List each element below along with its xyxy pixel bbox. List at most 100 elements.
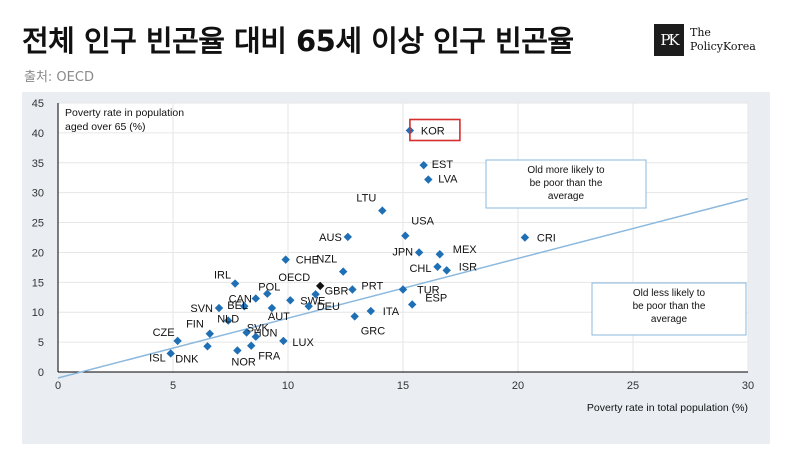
data-point-can: [251, 294, 260, 303]
scatter-chart: 0 5 10 15 20 25 30 35 40 45 0 5 10 15 20 25 30 Poverty ra…: [32, 98, 754, 414]
data-point-grc: [350, 312, 359, 321]
annotation-text-upper: average: [548, 191, 585, 202]
data-point-ita: [366, 306, 375, 316]
point-label-grc: GRC: [361, 325, 386, 337]
annotation-text-upper: Old more likely to: [527, 165, 605, 176]
point-label-esp: ESP: [425, 292, 447, 304]
x-tick-label: 5: [170, 380, 176, 392]
page-title: 전체 인구 빈곤율 대비 65세 이상 인구 빈곤율: [22, 24, 574, 58]
y-tick-label: 35: [32, 158, 44, 170]
point-label-svk: SVK: [247, 323, 270, 335]
data-point-aut: [267, 303, 277, 313]
data-point-ltu: [378, 206, 387, 215]
publisher-logo: PK The PolicyKorea: [654, 24, 756, 56]
y-tick-label: 15: [32, 277, 44, 289]
point-label-che: CHE: [296, 255, 319, 267]
data-point-isl: [166, 349, 175, 358]
point-label-can: CAN: [229, 293, 252, 305]
data-point-esp: [408, 300, 417, 309]
data-point-est: [419, 160, 428, 170]
source-note: 출처: OECD: [24, 70, 94, 85]
x-tick-label: 25: [627, 380, 639, 392]
point-label-bel: BEL: [227, 300, 248, 312]
y-tick-label: 20: [32, 247, 44, 259]
point-label-ltu: LTU: [356, 193, 376, 205]
y-tick-label: 40: [32, 128, 44, 140]
data-point-irl: [230, 279, 240, 288]
point-label-fin: FIN: [186, 319, 204, 331]
data-point-fin: [205, 329, 214, 338]
point-label-aus: AUS: [319, 232, 342, 244]
data-point-dnk: [203, 342, 212, 351]
point-label-pol: POL: [258, 282, 280, 294]
annotation-box-upper: [485, 159, 647, 209]
data-point-lva: [424, 175, 433, 184]
point-label-prt: PRT: [361, 281, 383, 293]
y-tick-label: 5: [38, 337, 44, 349]
point-label-aut: AUT: [268, 311, 290, 323]
y-axis-title: aged over 65 (%): [65, 121, 146, 133]
point-label-kor: KOR: [421, 125, 445, 137]
data-point-gbr: [311, 290, 320, 299]
data-point-deu: [304, 302, 313, 311]
y-tick-label: 0: [38, 367, 44, 379]
y-axis-title: Poverty rate in population: [65, 107, 184, 119]
data-point-svn: [214, 303, 224, 313]
point-label-cri: CRI: [537, 233, 556, 245]
annotation-text-lower: Old less likely to: [633, 288, 706, 299]
y-tick-label: 30: [32, 188, 44, 200]
point-label-irl: IRL: [214, 270, 231, 282]
data-point-nld: [224, 316, 233, 325]
chart-panel: 0 5 10 15 20 25 30 35 40 45 0 5 10 15 20 25 30 Poverty ra…: [22, 92, 770, 444]
logo-mark-icon: PK: [654, 24, 684, 56]
data-point-cri: [520, 233, 530, 242]
point-label-nzl: NZL: [316, 254, 337, 266]
x-axis-title: Poverty rate in total population (%): [587, 402, 748, 414]
point-label-dnk: DNK: [175, 353, 199, 365]
point-label-cze: CZE: [153, 327, 175, 339]
annotation-box-lower: [591, 282, 747, 336]
point-label-jpn: JPN: [392, 246, 413, 258]
point-label-nld: NLD: [217, 314, 239, 326]
data-point-mex: [435, 250, 444, 259]
y-tick-label: 45: [32, 98, 44, 110]
data-point-prt: [348, 285, 357, 294]
data-point-tur: [398, 285, 408, 294]
logo-line-2: PolicyKorea: [690, 40, 756, 53]
highlight-box-kor: [409, 118, 461, 142]
x-tick-label: 20: [512, 380, 524, 392]
point-label-nor: NOR: [231, 356, 256, 368]
x-tick-label: 0: [55, 380, 61, 392]
x-tick-label: 30: [742, 380, 754, 392]
point-label-est: EST: [432, 159, 454, 171]
data-point-aus: [343, 232, 352, 242]
point-label-tur: TUR: [417, 285, 440, 297]
data-point-nor: [233, 346, 242, 355]
point-label-svn: SVN: [190, 303, 213, 315]
data-point-pol: [263, 289, 272, 298]
point-label-ita: ITA: [383, 306, 400, 318]
point-label-mex: MEX: [453, 244, 478, 256]
logo-wordmark: The PolicyKorea: [690, 26, 756, 54]
point-label-lux: LUX: [292, 337, 314, 349]
point-label-usa: USA: [411, 216, 434, 228]
annotation-text-upper: be poor than the: [530, 178, 603, 189]
y-tick-label: 25: [32, 218, 44, 230]
point-label-deu: DEU: [317, 301, 340, 313]
point-label-isr: ISR: [459, 261, 477, 273]
data-point-usa: [401, 231, 410, 240]
point-label-lva: LVA: [438, 174, 458, 186]
point-label-fra: FRA: [258, 351, 281, 363]
annotation-text-lower: be poor than the: [633, 301, 706, 312]
data-point-hun: [242, 328, 251, 337]
data-point-jpn: [414, 248, 424, 257]
point-label-isl: ISL: [149, 352, 166, 364]
data-point-fra: [247, 341, 256, 350]
data-point-oecd: [316, 281, 325, 291]
point-label-gbr: GBR: [325, 285, 349, 297]
data-point-swe: [286, 296, 295, 305]
point-label-chl: CHL: [409, 263, 431, 275]
data-point-bel: [240, 302, 249, 311]
point-label-oecd: OECD: [278, 272, 310, 284]
x-tick-label: 10: [282, 380, 294, 392]
